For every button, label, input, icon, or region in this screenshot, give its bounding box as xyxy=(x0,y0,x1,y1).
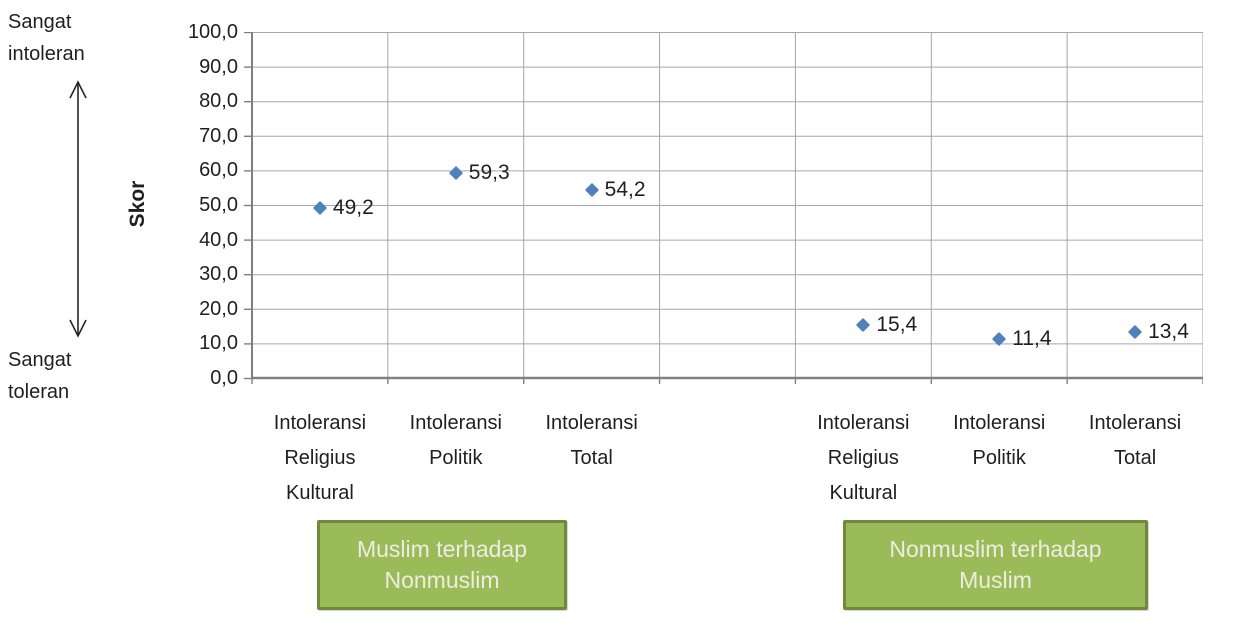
y-tick-label: 50,0 xyxy=(199,194,238,216)
scale-bottom-label-line2: toleran xyxy=(8,381,70,403)
y-tick-label: 30,0 xyxy=(199,263,238,286)
group-box-nonmuslim-terhadap-muslim: Nonmuslim terhadap Muslim xyxy=(843,520,1148,610)
group-box-muslim-terhadap-nonmuslim: Muslim terhadap Nonmuslim xyxy=(317,520,567,610)
double-arrow-icon xyxy=(69,80,87,338)
y-tick-label: 100,0 xyxy=(187,21,238,43)
scale-top-label-line1: Sangat xyxy=(8,11,72,33)
y-tick-label: 0,0 xyxy=(210,367,238,389)
data-point-label: 49,2 xyxy=(332,195,374,219)
plot-area-grid xyxy=(244,32,1203,384)
category-label: Intoleransi Religius Kultural xyxy=(273,412,367,504)
group-box-label-line1: Muslim terhadap xyxy=(356,536,528,562)
y-tick-label: 60,0 xyxy=(199,159,238,182)
group-box-label-line2: Nonmuslim xyxy=(384,567,500,593)
data-point-label: 54,2 xyxy=(604,178,646,202)
data-point-label: 15,4 xyxy=(876,312,918,336)
data-point-label: 11,4 xyxy=(1012,326,1052,350)
category-label: Intoleransi Total xyxy=(1088,412,1182,469)
category-label: Intoleransi Politik xyxy=(409,412,502,469)
y-tick-label: 10,0 xyxy=(199,332,238,355)
data-point-label: 13,4 xyxy=(1148,319,1189,343)
scale-top-label-line2: intoleran xyxy=(8,43,85,65)
y-tick-label: 40,0 xyxy=(199,228,238,251)
y-tick-label: 20,0 xyxy=(199,297,238,320)
scale-bottom-label: Sangat toleran xyxy=(8,344,71,408)
category-label: Intoleransi Politik xyxy=(953,412,1046,469)
y-tick-label: 70,0 xyxy=(199,124,238,147)
y-axis-title: Skor xyxy=(126,180,149,228)
group-box-label-line1: Nonmuslim terhadap xyxy=(889,536,1102,562)
group-box-label-line2: Muslim xyxy=(959,567,1032,593)
scale-top-label: Sangat intoleran xyxy=(8,6,85,70)
category-label: Intoleransi Religius Kultural xyxy=(817,412,910,504)
data-point-label: 59,3 xyxy=(468,160,510,184)
y-tick-label: 90,0 xyxy=(199,55,238,78)
category-label: Intoleransi Total xyxy=(545,412,638,469)
scale-bottom-label-line1: Sangat xyxy=(8,349,72,371)
y-tick-label: 80,0 xyxy=(199,90,238,113)
